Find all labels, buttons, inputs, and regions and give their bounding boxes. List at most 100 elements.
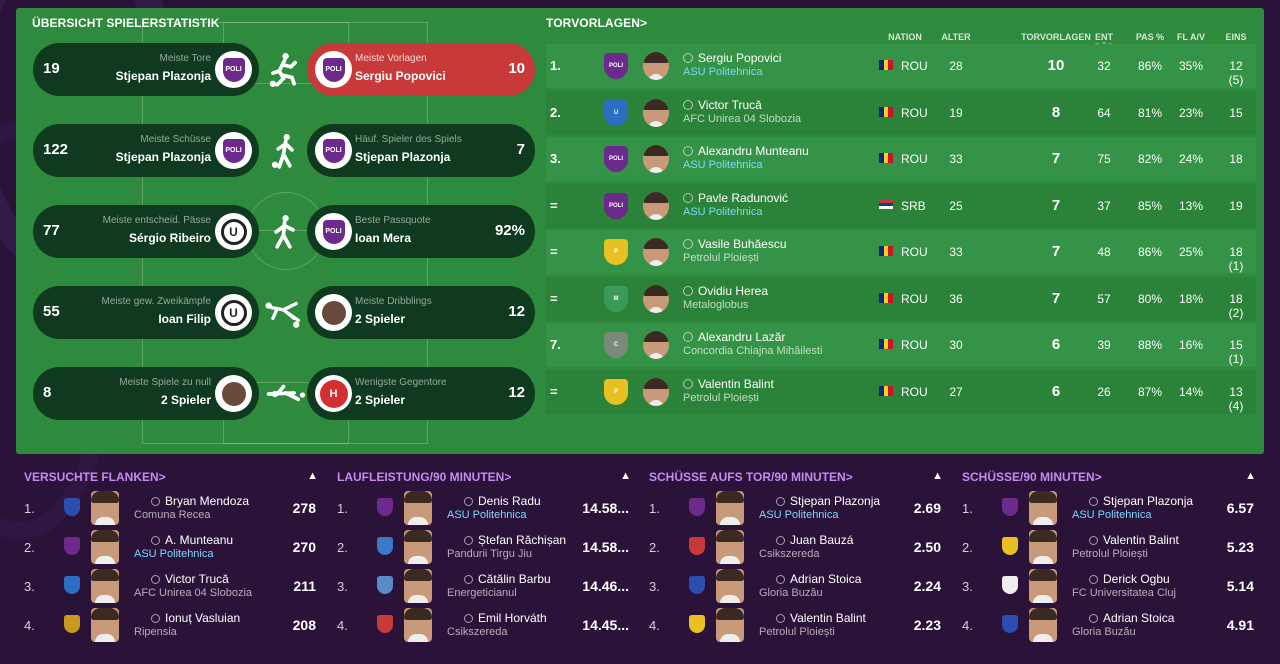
club-name-link[interactable]: Gloria Buzău (1072, 626, 1136, 638)
stat-pill-right[interactable]: POLI Häuf. Spieler des Spiels Stjepan Pl… (307, 124, 535, 177)
list-item[interactable]: 4. Adrian Stoica Gloria Buzău 4.91 (954, 606, 1260, 645)
player-name-link[interactable]: Sergiu Popovici (683, 51, 781, 65)
player-face-icon[interactable] (643, 98, 669, 127)
club-name-link[interactable]: Petrolul Ploiești (683, 391, 759, 404)
stat-pill-right[interactable]: POLI Meiste Vorlagen Sergiu Popovici 10 (307, 43, 535, 96)
player-face-icon[interactable] (643, 331, 669, 359)
club-crest-icon[interactable]: P (604, 378, 628, 405)
club-crest-icon[interactable]: POLI (215, 132, 252, 169)
club-crest-icon[interactable]: M (604, 285, 628, 312)
club-name-link[interactable]: AFC Unirea 04 Slobozia (683, 112, 802, 125)
player-name-link[interactable]: Sérgio Ribeiro (128, 231, 211, 245)
player-face-icon[interactable] (716, 491, 744, 525)
club-crest-icon[interactable] (64, 537, 80, 555)
table-row[interactable]: = P Valentin Balint Petrolul Ploiești RO… (546, 369, 1256, 414)
list-item[interactable]: 3. Victor Trucă AFC Unirea 04 Slobozia 2… (16, 567, 322, 606)
club-name-link[interactable]: ASU Politehnica (759, 509, 839, 521)
player-name-link[interactable]: Juan Bauzá (776, 533, 853, 547)
player-name-link[interactable]: Adrian Stoica (776, 572, 861, 586)
player-name-link[interactable]: 2 Spieler (355, 312, 406, 326)
list-item[interactable]: 1. Denis Radu ASU Politehnica 14.58... (329, 489, 635, 528)
club-name-link[interactable]: Petrolul Ploiești (683, 252, 759, 264)
player-name-link[interactable]: Cătălin Barbu (464, 572, 551, 586)
club-crest-icon[interactable]: POLI (315, 132, 352, 169)
player-face-icon[interactable] (404, 530, 432, 564)
club-name-link[interactable]: Petrolul Ploiești (1072, 548, 1148, 560)
club-crest-icon[interactable]: POLI (604, 192, 628, 219)
player-name-link[interactable]: Victor Trucă (151, 572, 229, 586)
player-name-link[interactable]: Sergiu Popovici (355, 69, 446, 83)
player-name-link[interactable]: Pavle Radunović (683, 191, 788, 205)
player-face-icon[interactable] (404, 569, 432, 603)
club-crest-icon[interactable]: POLI (315, 213, 352, 250)
player-name-link[interactable]: Adrian Stoica (1089, 611, 1174, 625)
column-header-6[interactable]: EINS (1225, 32, 1247, 42)
player-face-icon[interactable] (91, 608, 119, 642)
list-item[interactable]: 2. A. Munteanu ASU Politehnica 270 (16, 528, 322, 567)
club-name-link[interactable]: ASU Politehnica (683, 159, 763, 171)
column-header-5[interactable]: FL A/V (1176, 32, 1205, 42)
club-name-link[interactable]: FC Universitatea Cluj (1072, 587, 1176, 599)
panel-title-link[interactable]: VERSUCHTE FLANKEN> (24, 470, 166, 484)
club-name-link[interactable]: Energeticianul (447, 587, 517, 599)
table-row[interactable]: 7. C Alexandru Lazăr Concordia Chiajna M… (546, 323, 1256, 367)
list-item[interactable]: 2. Juan Bauzá Csikszereda 2.50 (641, 528, 947, 567)
player-face-icon[interactable] (643, 145, 669, 173)
club-name-link[interactable]: ASU Politehnica (134, 548, 214, 560)
club-crest-icon[interactable]: U (215, 294, 252, 331)
player-face-icon[interactable] (716, 569, 744, 603)
collapse-chevron-icon[interactable]: ▲ (932, 470, 943, 482)
list-item[interactable]: 3. Cătălin Barbu Energeticianul 14.46... (329, 567, 635, 606)
club-crest-icon[interactable] (689, 498, 705, 516)
club-name-link[interactable]: Gloria Buzău (759, 587, 823, 599)
player-face-icon[interactable] (1029, 530, 1057, 564)
list-item[interactable]: 3. Adrian Stoica Gloria Buzău 2.24 (641, 567, 947, 606)
club-crest-icon[interactable] (64, 615, 80, 633)
club-name-link[interactable]: AFC Unirea 04 Slobozia (134, 587, 253, 599)
club-crest-icon[interactable]: H (315, 375, 352, 412)
collapse-chevron-icon[interactable]: ▲ (1245, 470, 1256, 482)
club-name-link[interactable]: ASU Politehnica (683, 205, 763, 218)
column-header-2[interactable]: TORVORLAGEN (1021, 32, 1091, 42)
club-crest-icon[interactable]: P (604, 239, 628, 265)
player-name-link[interactable]: Victor Trucă (683, 98, 762, 112)
column-header-4[interactable]: PAS % (1135, 32, 1165, 42)
stat-pill-right[interactable]: H Wenigste Gegentore 2 Spieler 12 (307, 367, 535, 420)
assists-title-link[interactable]: TORVORLAGEN> (546, 16, 648, 30)
player-name-link[interactable]: Alexandru Lazăr (683, 330, 785, 344)
stat-pill-right[interactable]: POLI Beste Passquote Ioan Mera 92% (307, 205, 535, 258)
player-name-link[interactable]: Emil Horváth (464, 611, 547, 625)
collapse-chevron-icon[interactable]: ▲ (307, 470, 318, 482)
list-item[interactable]: 2. Valentin Balint Petrolul Ploiești 5.2… (954, 528, 1260, 567)
player-name-link[interactable]: Ioan Filip (158, 312, 211, 326)
club-name-link[interactable]: Ripensia (134, 626, 177, 638)
table-row[interactable]: = M Ovidiu Herea Metaloglobus ROU 36 7 5… (546, 276, 1256, 321)
list-item[interactable]: 2. Ștefan Răchișan Pandurii Tirgu Jiu 14… (329, 528, 635, 567)
club-crest-icon[interactable]: POLI (604, 146, 628, 172)
player-name-link[interactable]: Ovidiu Herea (683, 284, 768, 298)
club-name-link[interactable]: Csikszereda (759, 548, 820, 560)
player-face-icon[interactable] (716, 530, 744, 564)
club-name-link[interactable]: Concordia Chiajna Mihăilesti (683, 345, 823, 357)
stat-pill-left[interactable]: 77 Meiste entscheid. Pässe Sérgio Ribeir… (33, 205, 259, 258)
player-name-link[interactable]: Bryan Mendoza (151, 494, 249, 508)
player-face-icon[interactable] (643, 284, 669, 313)
player-name-link[interactable]: A. Munteanu (151, 533, 233, 547)
player-face-icon[interactable] (1029, 569, 1057, 603)
club-crest-icon[interactable] (1002, 576, 1018, 594)
club-crest-icon[interactable] (377, 537, 393, 555)
player-face-icon[interactable] (643, 191, 669, 220)
player-face-icon[interactable] (1029, 608, 1057, 642)
club-crest-icon[interactable]: POLI (315, 51, 352, 88)
column-header-0[interactable]: NATION (888, 32, 922, 42)
club-crest-icon[interactable] (215, 375, 252, 412)
player-face-icon[interactable] (91, 491, 119, 525)
player-name-link[interactable]: Stjepan Plazonja (115, 150, 211, 164)
player-name-link[interactable]: Stjepan Plazonja (1089, 494, 1193, 508)
stat-pill-left[interactable]: 8 Meiste Spiele zu null 2 Spieler (33, 367, 259, 420)
panel-title-link[interactable]: SCHÜSSE/90 MINUTEN> (962, 470, 1102, 484)
club-name-link[interactable]: Comuna Recea (134, 509, 211, 521)
club-name-link[interactable]: Petrolul Ploiești (759, 626, 835, 638)
player-name-link[interactable]: Vasile Buhăescu (683, 237, 787, 251)
club-crest-icon[interactable] (377, 576, 393, 594)
